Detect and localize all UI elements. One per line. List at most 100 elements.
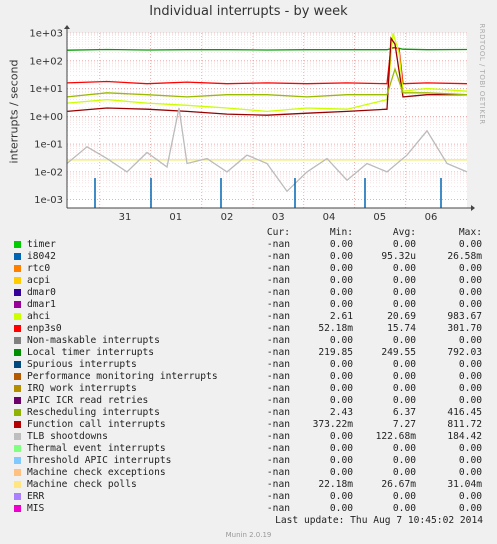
legend-cur: -nan xyxy=(266,335,290,346)
legend-min: 219.85 xyxy=(318,347,353,358)
legend-avg: 0.00 xyxy=(392,455,416,466)
last-update: Last update: Thu Aug 7 10:45:02 2014 xyxy=(275,515,483,526)
legend-cur: -nan xyxy=(266,491,290,502)
legend-avg: 6.37 xyxy=(392,407,416,418)
legend-row: TLB shootdowns -nan 0.00 122.68m 184.42 xyxy=(0,431,497,443)
legend-max: 301.70 xyxy=(447,323,482,334)
legend-min: 0.00 xyxy=(329,491,353,502)
legend-avg: 0.00 xyxy=(392,239,416,250)
legend-min: 2.43 xyxy=(329,407,353,418)
legend-min: 0.00 xyxy=(329,503,353,514)
legend-max: 184.42 xyxy=(447,431,482,442)
legend-max: 31.04m xyxy=(447,479,482,490)
x-tick-label: 31 xyxy=(119,212,132,223)
legend-cur: -nan xyxy=(266,239,290,250)
legend-swatch xyxy=(14,493,21,500)
header-cur: Cur: xyxy=(266,227,290,238)
legend-max: 0.00 xyxy=(458,335,482,346)
legend-avg: 7.27 xyxy=(392,419,416,430)
legend-avg: 0.00 xyxy=(392,287,416,298)
legend-name: dmar0 xyxy=(27,287,56,298)
legend-avg: 26.67m xyxy=(381,479,416,490)
legend-row: i8042 -nan 0.00 95.32u 26.58m xyxy=(0,251,497,263)
axes: 1e+03 1e+02 1e+01 1e+00 1e-01 1e-02 1e-03 31 01 0… xyxy=(29,25,475,223)
legend-avg: 0.00 xyxy=(392,335,416,346)
legend-name: dmar1 xyxy=(27,299,56,310)
legend-cur: -nan xyxy=(266,299,290,310)
legend-row: Machine check polls -nan 22.18m 26.67m 31.04… xyxy=(0,479,497,491)
legend-name: APIC ICR read retries xyxy=(27,395,149,406)
legend-name: acpi xyxy=(27,275,51,286)
series-line xyxy=(66,107,468,193)
legend-cur: -nan xyxy=(266,359,290,370)
legend-avg: 0.00 xyxy=(392,263,416,274)
legend-cur: -nan xyxy=(266,455,290,466)
legend-max: 0.00 xyxy=(458,299,482,310)
y-tick-label: 1e+02 xyxy=(29,56,63,67)
legend-name: ERR xyxy=(27,491,45,502)
legend-row: Machine check exceptions -nan 0.00 0.00 0.00 xyxy=(0,467,497,479)
x-tick-label: 03 xyxy=(272,212,285,223)
y-tick-label: 1e+01 xyxy=(29,84,63,95)
legend-min: 0.00 xyxy=(329,467,353,478)
legend-cur: -nan xyxy=(266,503,290,514)
x-tick-label: 04 xyxy=(323,212,336,223)
header-min: Min: xyxy=(329,227,353,238)
legend-avg: 95.32u xyxy=(381,251,416,262)
x-tick-label: 06 xyxy=(425,212,438,223)
x-tick-label: 01 xyxy=(169,212,182,223)
legend-row: Threshold APIC interrupts -nan 0.00 0.00 0.0… xyxy=(0,455,497,467)
legend-max: 0.00 xyxy=(458,395,482,406)
legend-cur: -nan xyxy=(266,371,290,382)
legend-swatch xyxy=(14,421,21,428)
legend-row: dmar0 -nan 0.00 0.00 0.00 xyxy=(0,287,497,299)
legend-swatch xyxy=(14,433,21,440)
legend-min: 0.00 xyxy=(329,263,353,274)
legend-avg: 0.00 xyxy=(392,503,416,514)
legend-name: ahci xyxy=(27,311,51,322)
header-max: Max: xyxy=(458,227,482,238)
legend-row: APIC ICR read retries -nan 0.00 0.00 0.00 xyxy=(0,395,497,407)
legend-row: enp3s0 -nan 52.18m 15.74 301.70 xyxy=(0,323,497,335)
x-axis-arrow xyxy=(471,205,475,211)
legend-avg: 0.00 xyxy=(392,395,416,406)
legend-name: enp3s0 xyxy=(27,323,62,334)
legend-cur: -nan xyxy=(266,311,290,322)
legend-swatch xyxy=(14,301,21,308)
legend-swatch xyxy=(14,481,21,488)
legend-name: Local timer interrupts xyxy=(27,347,155,358)
legend-avg: 249.55 xyxy=(381,347,416,358)
legend-cur: -nan xyxy=(266,407,290,418)
series-line xyxy=(66,66,468,98)
legend-min: 0.00 xyxy=(329,335,353,346)
legend-swatch xyxy=(14,409,21,416)
legend-row: Function call interrupts -nan 373.22m 7.27 8… xyxy=(0,419,497,431)
legend-swatch xyxy=(14,385,21,392)
legend-swatch xyxy=(14,361,21,368)
legend-cur: -nan xyxy=(266,347,290,358)
legend-name: Spurious interrupts xyxy=(27,359,137,370)
legend-min: 0.00 xyxy=(329,383,353,394)
legend-swatch xyxy=(14,241,21,248)
legend-max: 416.45 xyxy=(447,407,482,418)
legend-min: 0.00 xyxy=(329,455,353,466)
legend-name: Thermal event interrupts xyxy=(27,443,166,454)
y-tick-label: 1e-03 xyxy=(34,195,63,206)
y-tick-label: 1e+03 xyxy=(29,29,63,40)
legend-row: Thermal event interrupts -nan 0.00 0.00 0.00 xyxy=(0,443,497,455)
legend-row: dmar1 -nan 0.00 0.00 0.00 xyxy=(0,299,497,311)
legend-swatch xyxy=(14,397,21,404)
legend-cur: -nan xyxy=(266,395,290,406)
legend-row: Local timer interrupts -nan 219.85 249.55 79… xyxy=(0,347,497,359)
legend-max: 983.67 xyxy=(447,311,482,322)
chart-area: 1e+03 1e+02 1e+01 1e+00 1e-01 1e-02 1e-03 31 01 0… xyxy=(29,25,475,223)
legend-swatch xyxy=(14,289,21,296)
legend-name: Function call interrupts xyxy=(27,419,166,430)
legend-min: 2.61 xyxy=(329,311,353,322)
legend-name: Performance monitoring interrupts xyxy=(27,371,218,382)
legend-row: MIS -nan 0.00 0.00 0.00 xyxy=(0,503,497,515)
legend-swatch xyxy=(14,505,21,512)
legend-name: Rescheduling interrupts xyxy=(27,407,160,418)
legend-min: 0.00 xyxy=(329,299,353,310)
series-group xyxy=(66,33,468,208)
